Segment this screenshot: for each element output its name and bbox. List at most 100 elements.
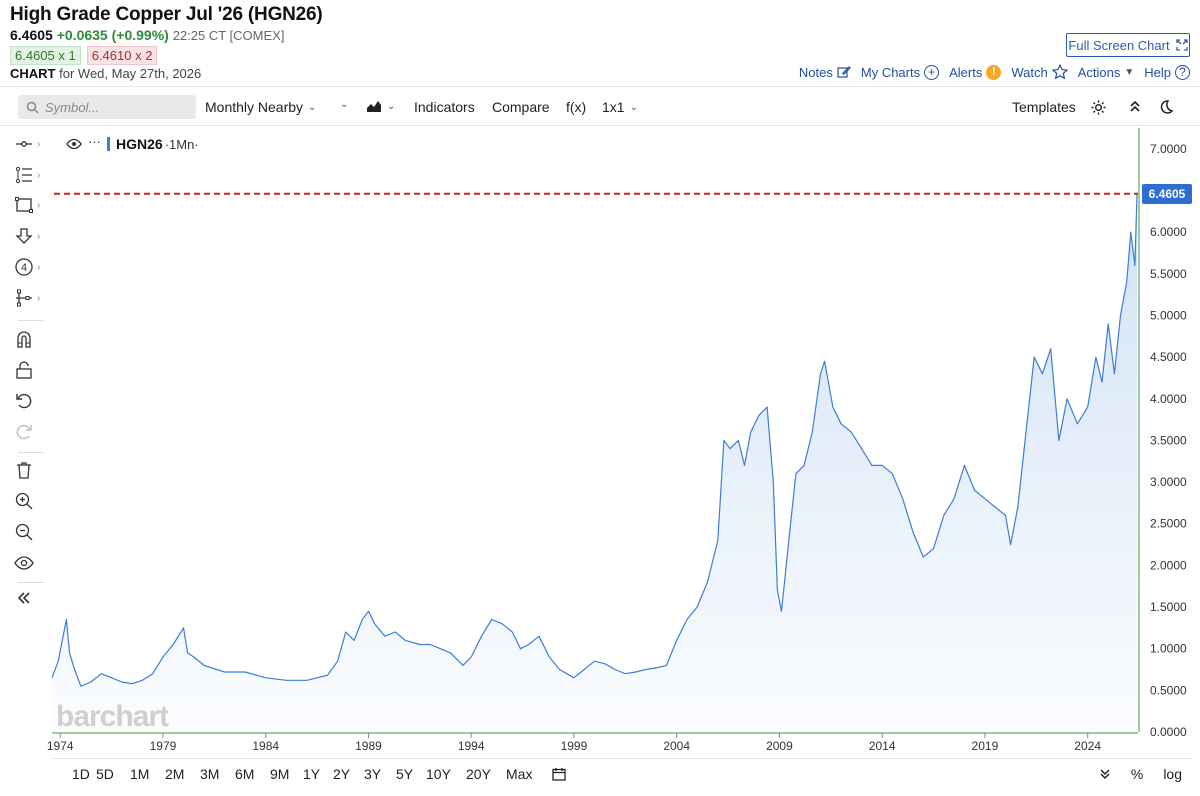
legend-color-bar — [107, 137, 110, 151]
help-icon: ? — [1175, 64, 1190, 80]
chart-type-dropdown[interactable]: ⌄ — [340, 99, 348, 110]
alerts-link[interactable]: Alerts ! — [949, 64, 1002, 80]
delete-button[interactable] — [14, 458, 54, 482]
toolbar-divider — [0, 125, 1200, 126]
moon-icon — [1160, 100, 1174, 114]
chevron-down-icon: ⌄ — [629, 101, 638, 113]
arrow-down-tool-icon — [15, 228, 33, 244]
range-9m[interactable]: 9M — [270, 766, 290, 782]
layout-label: 1x1 — [602, 99, 625, 115]
arrow-tool[interactable]: › — [14, 224, 54, 248]
percent-scale-toggle[interactable]: % — [1130, 766, 1144, 782]
price-chart[interactable]: 7.00006.50006.00005.50005.00004.50004.00… — [0, 126, 1200, 758]
price-change: +0.0635 (+0.99%) — [56, 27, 169, 43]
templates-button[interactable]: Templates — [1012, 99, 1076, 115]
edit-icon — [837, 66, 851, 78]
chart-style-selector[interactable]: ⌄ — [366, 99, 395, 113]
range-1y[interactable]: 1Y — [303, 766, 321, 782]
watch-link[interactable]: Watch — [1011, 64, 1068, 80]
range-2y[interactable]: 2Y — [333, 766, 351, 782]
range-20y[interactable]: 20Y — [466, 766, 491, 782]
settings-button[interactable] — [1090, 99, 1107, 116]
fx-button[interactable]: f(x) — [566, 99, 587, 115]
zoom-out-icon — [15, 523, 33, 541]
zoom-out-button[interactable] — [14, 520, 54, 544]
price-line — [51, 193, 1138, 687]
magnet-tool[interactable] — [14, 327, 54, 351]
crosshair-tool[interactable]: › — [14, 132, 54, 156]
range-5d[interactable]: 5D — [96, 766, 114, 782]
price-area-fill — [52, 193, 1137, 733]
x-tick-label: 1984 — [252, 739, 279, 753]
chart-legend: ··· HGN26 ·1Mn· — [66, 133, 199, 152]
barchart-watermark: barchart — [56, 700, 169, 733]
range-2m[interactable]: 2M — [165, 766, 185, 782]
compare-button[interactable]: Compare — [492, 99, 550, 115]
crosshair-tool-icon — [16, 141, 32, 147]
alerts-label: Alerts — [949, 64, 983, 80]
log-scale-toggle[interactable]: log — [1163, 766, 1182, 782]
double-chevron-up-icon — [1130, 100, 1140, 112]
legend-symbol: HGN26 — [116, 136, 163, 152]
svg-text:4: 4 — [21, 262, 27, 274]
actions-menu[interactable]: Actions ▼ — [1078, 65, 1135, 80]
caret-down-icon: ▼ — [1124, 66, 1135, 78]
x-tick-label: 2014 — [869, 739, 896, 753]
y-tick-label: 4.0000 — [1150, 392, 1187, 406]
header-divider — [0, 86, 1200, 87]
x-tick-label: 2004 — [663, 739, 690, 753]
indicators-button[interactable]: Indicators — [414, 99, 475, 115]
tool-divider — [18, 582, 44, 583]
collapse-header-button[interactable] — [1128, 99, 1142, 113]
x-tick-label: 2024 — [1074, 739, 1101, 753]
y-tick-label: 7.0000 — [1150, 142, 1187, 156]
x-tick-label: 1999 — [561, 739, 588, 753]
y-tick-label: 6.0000 — [1150, 225, 1187, 239]
collapse-toolbar-button[interactable] — [14, 586, 54, 610]
zoom-in-icon — [15, 492, 33, 510]
symbol-search-input[interactable]: Symbol... — [18, 95, 196, 119]
period-label: Monthly Nearby — [205, 99, 304, 115]
legend-menu-icon[interactable]: ··· — [88, 133, 101, 149]
full-screen-chart-button[interactable]: Full Screen Chart — [1066, 33, 1190, 57]
my-charts-link[interactable]: My Charts + — [860, 64, 940, 80]
notes-link[interactable]: Notes — [799, 65, 851, 80]
dark-mode-toggle[interactable] — [1158, 99, 1174, 115]
period-selector[interactable]: Monthly Nearby ⌄ — [205, 99, 316, 115]
fib-tool[interactable]: › — [14, 163, 54, 187]
range-1m[interactable]: 1M — [130, 766, 150, 782]
y-tick-label: 3.5000 — [1150, 433, 1187, 447]
bid-value: 6.4605 x 1 — [10, 46, 81, 65]
x-tick-label: 2019 — [972, 739, 999, 753]
visibility-toggle[interactable] — [14, 551, 54, 575]
gear-icon — [1091, 100, 1106, 115]
star-icon — [1051, 64, 1068, 80]
help-label: Help — [1144, 64, 1171, 80]
zoom-in-button[interactable] — [14, 489, 54, 513]
calendar-icon[interactable] — [552, 767, 566, 781]
redo-button[interactable] — [14, 420, 54, 444]
range-6m[interactable]: 6M — [235, 766, 255, 782]
search-icon — [26, 101, 39, 114]
redo-icon — [16, 424, 32, 440]
tool-divider — [18, 452, 44, 453]
chevron-down-icon: ⌄ — [340, 99, 349, 110]
layout-selector[interactable]: 1x1 ⌄ — [602, 99, 638, 115]
range-5y[interactable]: 5Y — [396, 766, 414, 782]
pattern-tool[interactable]: › — [14, 286, 54, 310]
rectangle-tool[interactable]: › — [14, 193, 54, 217]
help-link[interactable]: Help ? — [1144, 64, 1190, 80]
range-1d[interactable]: 1D — [72, 766, 90, 782]
chevron-right-icon: › — [37, 230, 41, 242]
count-tool[interactable]: 4 › — [14, 255, 54, 279]
range-3m[interactable]: 3M — [200, 766, 220, 782]
my-charts-label: My Charts — [860, 64, 921, 80]
double-chevron-down-icon[interactable] — [1099, 768, 1111, 780]
range-max[interactable]: Max — [506, 766, 533, 782]
lock-tool[interactable] — [14, 358, 54, 382]
y-tick-label: 5.5000 — [1150, 267, 1187, 281]
eye-icon[interactable] — [66, 138, 82, 150]
range-10y[interactable]: 10Y — [426, 766, 451, 782]
undo-button[interactable] — [14, 389, 54, 413]
range-3y[interactable]: 3Y — [364, 766, 382, 782]
